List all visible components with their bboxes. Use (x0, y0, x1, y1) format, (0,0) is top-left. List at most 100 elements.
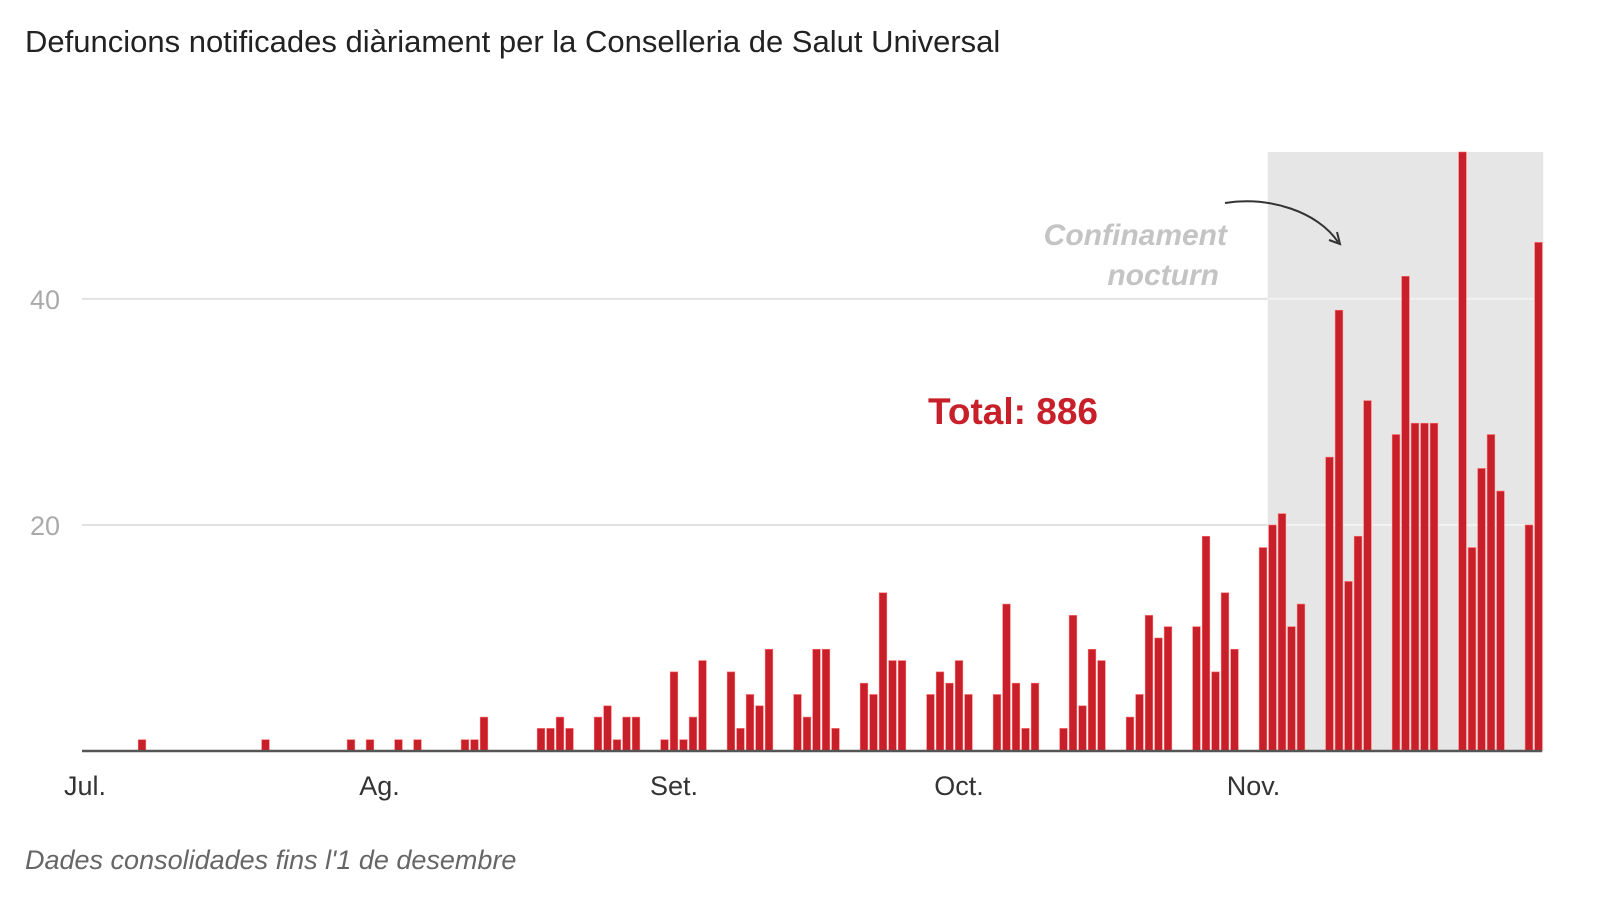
bar (1097, 660, 1106, 752)
bar (1087, 648, 1097, 752)
bar (413, 739, 422, 752)
bar (612, 739, 622, 752)
bar (603, 705, 612, 752)
bar (261, 739, 270, 752)
bar (1496, 490, 1505, 752)
bar (1486, 434, 1496, 752)
bar (1192, 626, 1201, 752)
bar (1429, 422, 1439, 752)
annotation-line1: Confinament (1044, 219, 1229, 252)
bar (1220, 592, 1230, 752)
x-tick-label: Nov. (1227, 771, 1281, 801)
bar (755, 705, 764, 752)
bar (1287, 626, 1296, 752)
bar (736, 728, 745, 752)
bar (1125, 716, 1135, 752)
bar (897, 660, 907, 752)
bar (460, 739, 470, 752)
bar (1144, 615, 1154, 752)
bar (698, 660, 707, 752)
bar (1477, 468, 1486, 752)
bar (1334, 309, 1344, 752)
bar (888, 660, 897, 752)
bar (859, 682, 869, 752)
bar (831, 728, 840, 752)
bar (869, 694, 878, 752)
annotation-line2: nocturn (1107, 259, 1219, 292)
bar (1458, 151, 1467, 752)
bar (565, 728, 574, 752)
bar (1059, 728, 1068, 752)
bar (1467, 547, 1477, 752)
x-tick-label: Jul. (64, 771, 106, 801)
bar (346, 739, 356, 752)
x-tick-label: Ag. (359, 771, 400, 801)
bar (964, 694, 973, 752)
bar (1353, 535, 1363, 752)
bar (137, 739, 147, 752)
footnote: Dades consolidades fins l'1 de desembre (25, 845, 517, 875)
bar (812, 648, 821, 752)
bar (802, 716, 812, 752)
bar (546, 728, 555, 752)
bar (1030, 682, 1040, 752)
bar (1534, 242, 1543, 752)
bar (479, 716, 489, 752)
bar (1363, 400, 1372, 752)
bar (365, 739, 375, 752)
bars (137, 151, 1543, 752)
bar (593, 716, 603, 752)
bar (1410, 422, 1420, 752)
bar (631, 716, 641, 752)
bar (992, 694, 1002, 752)
bar (954, 660, 964, 752)
bar (1258, 547, 1268, 752)
bar (1391, 434, 1401, 752)
bar (764, 648, 774, 752)
y-tick-label: 20 (30, 511, 60, 541)
bar (679, 739, 688, 752)
bar (470, 739, 479, 752)
bar (1296, 603, 1306, 752)
bar (1002, 603, 1011, 752)
bar (745, 694, 755, 752)
x-tick-label: Set. (650, 771, 698, 801)
bar (1277, 513, 1287, 752)
bar (1344, 581, 1353, 752)
bar (945, 682, 954, 752)
chart-title: Defuncions notificades diàriament per la… (25, 24, 1001, 59)
bar (821, 648, 831, 752)
bar (1401, 276, 1410, 752)
bar (793, 694, 802, 752)
bar (935, 671, 945, 752)
bar (669, 671, 679, 752)
bar (1021, 728, 1030, 752)
bar (394, 739, 403, 752)
bar (1524, 524, 1534, 752)
bar (555, 716, 565, 752)
bar (536, 728, 546, 752)
bar (1211, 671, 1220, 752)
bar (1230, 648, 1239, 752)
total-label: Total: 886 (928, 391, 1098, 432)
arrowhead-icon (1328, 231, 1342, 246)
bar (1011, 682, 1021, 752)
bar (1154, 637, 1163, 752)
bar (1325, 456, 1334, 752)
y-tick-label: 40 (30, 285, 60, 315)
bar (1078, 705, 1087, 752)
bar (1068, 615, 1078, 752)
annotation-arrow-icon (1224, 200, 1339, 243)
bar (622, 716, 631, 752)
bar (1420, 422, 1429, 752)
bar (1163, 626, 1173, 752)
bar (660, 739, 669, 752)
bar (1135, 694, 1144, 752)
bar (726, 671, 736, 752)
bar (1201, 535, 1211, 752)
bar (926, 694, 935, 752)
x-axis-ticks: Jul. Ag. Set. Oct. Nov. (64, 771, 1280, 801)
bar (1268, 524, 1277, 752)
